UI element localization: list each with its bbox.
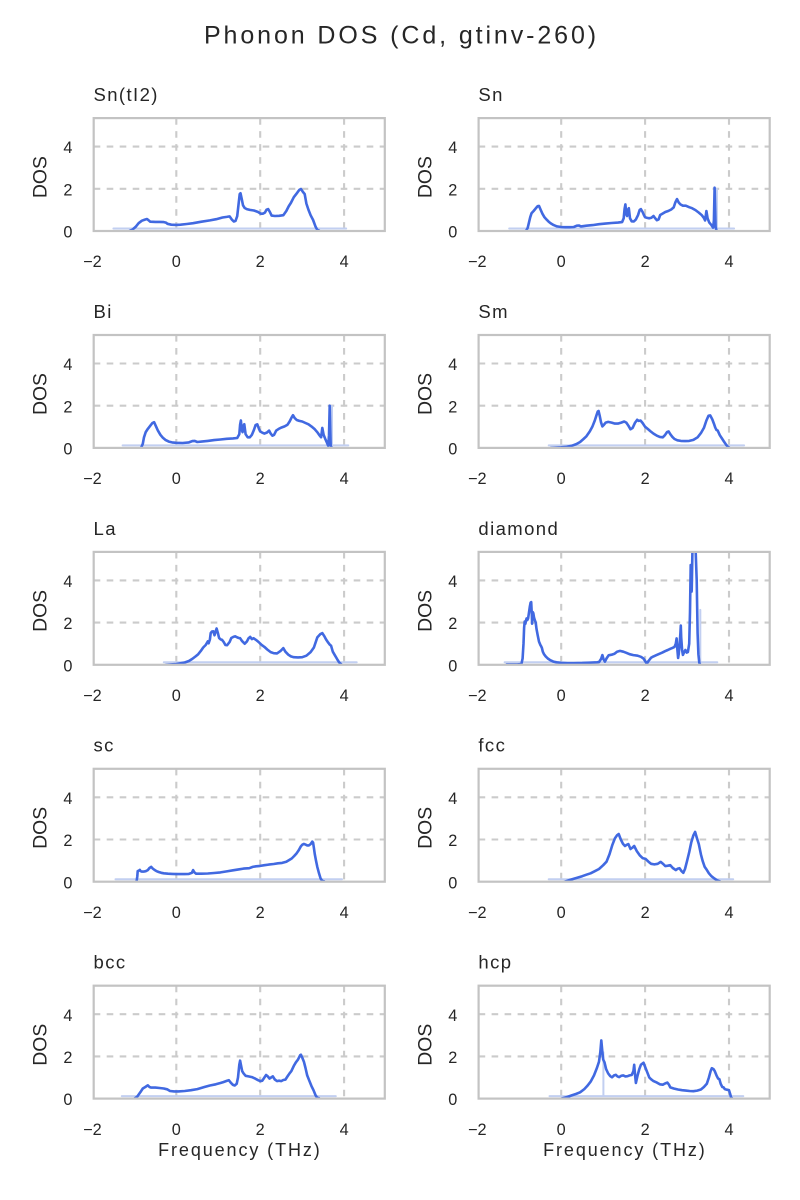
svg-text:4: 4 — [448, 139, 457, 157]
svg-text:4: 4 — [63, 139, 72, 157]
svg-text:2: 2 — [448, 615, 457, 633]
svg-text:0: 0 — [63, 441, 72, 459]
svg-text:fcc: fcc — [478, 735, 506, 756]
svg-text:2: 2 — [448, 398, 457, 416]
svg-text:DOS: DOS — [29, 1024, 51, 1066]
svg-text:4: 4 — [63, 356, 72, 374]
svg-text:−2: −2 — [83, 1121, 102, 1139]
svg-text:−2: −2 — [468, 470, 487, 488]
svg-text:Frequency (THz): Frequency (THz) — [543, 1140, 707, 1160]
svg-text:DOS: DOS — [414, 1024, 436, 1066]
svg-text:0: 0 — [63, 657, 72, 675]
svg-text:4: 4 — [724, 687, 733, 705]
svg-text:−2: −2 — [83, 253, 102, 271]
svg-text:−2: −2 — [468, 687, 487, 705]
svg-text:La: La — [94, 518, 117, 539]
svg-text:4: 4 — [340, 253, 349, 271]
svg-text:2: 2 — [641, 687, 650, 705]
svg-text:2: 2 — [448, 1049, 457, 1067]
svg-text:2: 2 — [448, 832, 457, 850]
svg-text:2: 2 — [256, 470, 265, 488]
svg-text:0: 0 — [448, 224, 457, 242]
svg-text:2: 2 — [641, 253, 650, 271]
svg-text:−2: −2 — [83, 687, 102, 705]
svg-text:0: 0 — [63, 224, 72, 242]
svg-text:2: 2 — [256, 687, 265, 705]
svg-text:Bi: Bi — [94, 301, 113, 322]
svg-text:0: 0 — [557, 470, 566, 488]
svg-text:2: 2 — [256, 1121, 265, 1139]
svg-text:DOS: DOS — [29, 590, 51, 632]
svg-text:2: 2 — [63, 398, 72, 416]
svg-text:DOS: DOS — [414, 373, 436, 415]
svg-text:4: 4 — [724, 1121, 733, 1139]
svg-text:0: 0 — [448, 1091, 457, 1109]
svg-text:0: 0 — [448, 874, 457, 892]
svg-text:DOS: DOS — [414, 590, 436, 632]
svg-text:4: 4 — [340, 1121, 349, 1139]
svg-text:4: 4 — [724, 470, 733, 488]
svg-text:2: 2 — [641, 904, 650, 922]
svg-text:0: 0 — [557, 1121, 566, 1139]
svg-text:0: 0 — [172, 1121, 181, 1139]
svg-text:hcp: hcp — [478, 952, 512, 973]
svg-text:4: 4 — [63, 573, 72, 591]
svg-text:0: 0 — [172, 687, 181, 705]
svg-text:2: 2 — [63, 832, 72, 850]
svg-text:4: 4 — [448, 790, 457, 808]
svg-text:2: 2 — [641, 470, 650, 488]
svg-text:DOS: DOS — [29, 373, 51, 415]
svg-text:4: 4 — [448, 356, 457, 374]
svg-text:0: 0 — [172, 253, 181, 271]
svg-text:0: 0 — [448, 657, 457, 675]
svg-text:4: 4 — [340, 904, 349, 922]
svg-text:4: 4 — [63, 1007, 72, 1025]
svg-text:−2: −2 — [83, 470, 102, 488]
svg-text:0: 0 — [63, 874, 72, 892]
svg-text:−2: −2 — [468, 253, 487, 271]
svg-text:0: 0 — [557, 253, 566, 271]
svg-text:2: 2 — [63, 181, 72, 199]
svg-text:Sn: Sn — [478, 84, 503, 105]
svg-text:2: 2 — [448, 181, 457, 199]
svg-text:0: 0 — [448, 441, 457, 459]
svg-text:diamond: diamond — [478, 518, 559, 539]
svg-text:−2: −2 — [468, 904, 487, 922]
svg-text:−2: −2 — [468, 1121, 487, 1139]
svg-text:0: 0 — [63, 1091, 72, 1109]
svg-text:bcc: bcc — [94, 952, 127, 973]
svg-text:2: 2 — [256, 904, 265, 922]
svg-text:Sm: Sm — [478, 301, 509, 322]
svg-text:0: 0 — [172, 904, 181, 922]
svg-text:4: 4 — [63, 790, 72, 808]
svg-text:2: 2 — [641, 1121, 650, 1139]
svg-text:DOS: DOS — [29, 156, 51, 198]
svg-text:4: 4 — [340, 470, 349, 488]
svg-text:2: 2 — [63, 615, 72, 633]
svg-text:DOS: DOS — [414, 807, 436, 849]
svg-text:Phonon DOS (Cd, gtinv-260): Phonon DOS (Cd, gtinv-260) — [204, 22, 599, 50]
svg-text:4: 4 — [724, 253, 733, 271]
svg-text:0: 0 — [557, 904, 566, 922]
svg-text:4: 4 — [340, 687, 349, 705]
svg-text:2: 2 — [63, 1049, 72, 1067]
svg-text:sc: sc — [94, 735, 115, 756]
svg-text:4: 4 — [724, 904, 733, 922]
svg-text:0: 0 — [172, 470, 181, 488]
svg-text:0: 0 — [557, 687, 566, 705]
svg-text:4: 4 — [448, 1007, 457, 1025]
svg-text:−2: −2 — [83, 904, 102, 922]
svg-text:Sn(tI2): Sn(tI2) — [94, 84, 159, 105]
svg-text:DOS: DOS — [414, 156, 436, 198]
svg-text:2: 2 — [256, 253, 265, 271]
svg-text:Frequency (THz): Frequency (THz) — [158, 1140, 322, 1160]
svg-text:DOS: DOS — [29, 807, 51, 849]
svg-text:4: 4 — [448, 573, 457, 591]
